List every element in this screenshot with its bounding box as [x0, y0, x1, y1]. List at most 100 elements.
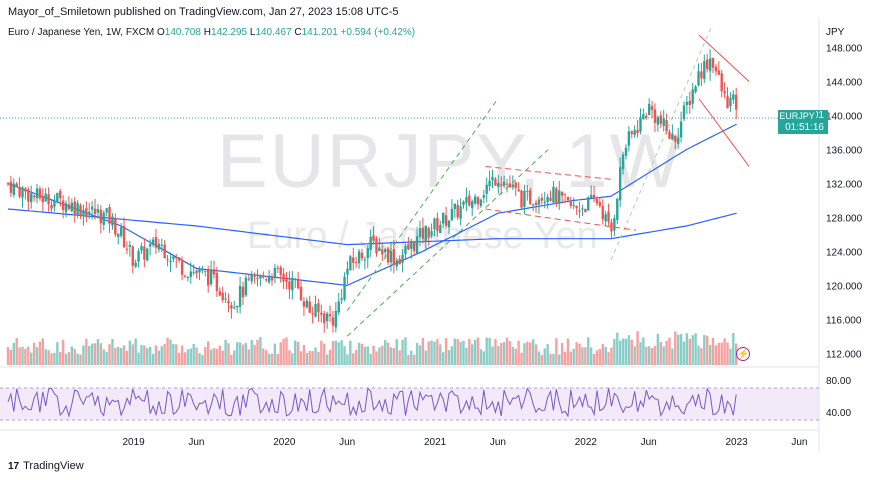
candle-body	[180, 261, 184, 275]
price-tick-label: 140.000	[826, 112, 863, 123]
volume-bar	[352, 353, 355, 365]
candle-body	[674, 135, 677, 142]
candle-body	[122, 225, 126, 248]
volume-bar	[726, 342, 729, 365]
candle-body	[30, 193, 33, 203]
ma-slow-line	[7, 208, 737, 246]
volume-bar	[569, 351, 573, 365]
volume-bar	[505, 337, 509, 365]
candle-body	[726, 95, 729, 109]
volume-bar	[491, 346, 494, 365]
volume-bar	[592, 353, 596, 365]
volume-bar	[392, 348, 396, 365]
volume-bar	[108, 344, 111, 365]
volume-bar	[244, 342, 248, 365]
volume-bar	[706, 335, 709, 365]
candle-body	[572, 204, 575, 207]
candle-body	[340, 298, 343, 300]
volume-bar	[549, 353, 552, 365]
volume-bar	[621, 338, 625, 365]
candle-body	[682, 105, 686, 120]
candle-body	[555, 188, 558, 205]
candle-body	[206, 269, 210, 286]
candle-body	[462, 201, 465, 205]
volume-bar	[143, 345, 146, 365]
candle-body	[569, 201, 573, 206]
candle-body	[366, 247, 369, 259]
candle-body	[131, 246, 134, 266]
volume-bar	[169, 339, 172, 365]
candle-body	[566, 196, 570, 201]
candle-body	[108, 207, 111, 224]
volume-bar	[38, 341, 42, 365]
volume-bar	[383, 340, 387, 365]
volume-bar	[694, 333, 697, 365]
candle-body	[703, 61, 706, 80]
candle-body	[146, 248, 149, 261]
price-tick-label: 132.000	[826, 180, 863, 191]
volume-bar	[511, 346, 515, 365]
volume-bar	[517, 340, 520, 365]
candle-body	[494, 178, 497, 186]
channel-green-upper-2	[610, 26, 712, 261]
candle-body	[653, 109, 657, 123]
volume-bar	[720, 342, 723, 365]
candle-body	[267, 276, 271, 283]
candle-body	[140, 245, 143, 251]
volume-bar	[148, 347, 152, 365]
legend-h-label: H	[203, 27, 211, 38]
time-tick-label: 2020	[273, 437, 296, 448]
volume-bar	[526, 341, 529, 365]
candle-body	[175, 257, 178, 259]
candle-body	[534, 202, 538, 206]
candle-body	[584, 208, 587, 213]
volume-bar	[140, 344, 143, 365]
volume-bar	[659, 342, 662, 365]
candle-body	[209, 270, 213, 285]
candle-body	[523, 190, 526, 207]
volume-bar	[291, 353, 294, 365]
volume-bar	[514, 348, 517, 365]
volume-bar	[105, 351, 108, 365]
volume-bar	[183, 352, 187, 365]
candle-body	[276, 267, 280, 269]
candle-body	[41, 196, 45, 203]
volume-bar	[636, 331, 639, 365]
volume-bar	[613, 338, 616, 365]
lightning-icon[interactable]: ⚡	[736, 347, 750, 361]
volume-bar	[441, 352, 445, 365]
volume-bar	[119, 347, 123, 365]
volume-bar	[595, 350, 599, 365]
candle-body	[117, 233, 120, 237]
volume-bar	[224, 339, 227, 365]
volume-bar	[494, 339, 497, 365]
rsi-tick-label: 40.00	[826, 408, 851, 419]
candle-body	[337, 301, 340, 313]
candle-body	[250, 274, 253, 282]
candle-body	[398, 258, 401, 265]
legend-low: 140.467	[255, 27, 292, 38]
candle-body	[134, 262, 137, 267]
candle-body	[59, 191, 62, 199]
volume-bar	[700, 348, 703, 365]
candle-body	[90, 206, 94, 210]
volume-bar	[604, 346, 607, 365]
volume-bar	[198, 353, 201, 365]
candle-body	[291, 277, 294, 291]
volume-bar	[584, 347, 587, 365]
volume-bar	[90, 343, 94, 365]
volume-bar	[534, 344, 538, 365]
volume-bar	[682, 341, 686, 365]
time-tick-label: 2021	[424, 437, 447, 448]
candle-body	[262, 275, 265, 278]
candle-body	[227, 301, 230, 304]
candle-body	[711, 57, 715, 68]
candle-body	[325, 313, 329, 322]
candle-body	[320, 312, 323, 315]
volume-bar	[430, 340, 433, 365]
time-tick-label: Jun	[339, 437, 355, 448]
candle-body	[360, 252, 364, 259]
candle-body	[537, 199, 541, 205]
time-tick-label: Jun	[641, 437, 657, 448]
